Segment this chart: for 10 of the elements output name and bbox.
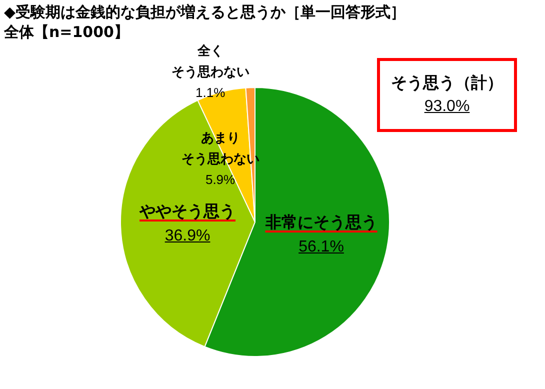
data-label: 36.9% xyxy=(164,227,210,244)
slice-label: 非常にそう思う xyxy=(265,212,378,232)
data-label: 5.9% xyxy=(205,172,236,188)
data-label: 56.1% xyxy=(298,238,344,256)
callout-box: そう思う（計） 93.0% xyxy=(377,58,517,132)
chart-subtitle: 全体【n=1000】 xyxy=(4,22,130,42)
slice-label: 全くそう思わない xyxy=(171,44,250,80)
chart-title: ◆受験期は金銭的な負担が増えると思うか［単一回答形式］ xyxy=(4,2,406,22)
data-label: 1.1% xyxy=(196,85,226,100)
slice-label: ややそう思う xyxy=(140,201,236,220)
